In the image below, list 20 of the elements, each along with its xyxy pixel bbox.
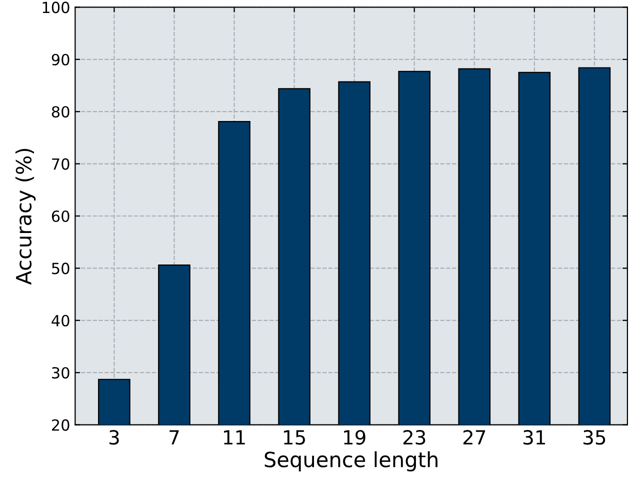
x-tick-label: 15 — [284, 430, 305, 445]
y-tick-label: 40 — [52, 314, 70, 326]
y-tick-label: 20 — [52, 419, 70, 431]
x-tick-label: 3 — [109, 430, 119, 445]
x-tick-label: 7 — [170, 430, 179, 444]
x-axis-title: Sequence length — [264, 451, 438, 472]
y-tick-label: 80 — [52, 106, 70, 118]
x-tick-label: 27 — [463, 430, 486, 444]
x-tick-label: 35 — [584, 430, 606, 445]
y-tick-label: 50 — [52, 262, 70, 274]
y-tick-label: 30 — [52, 367, 70, 379]
x-tick-label: 31 — [524, 430, 545, 445]
y-axis-title: Accuracy (%) — [15, 148, 36, 285]
y-tick-label: 60 — [52, 210, 70, 222]
y-tick-label: 70 — [52, 158, 70, 170]
x-tick-label: 23 — [403, 430, 426, 445]
x-tick-label: 11 — [224, 430, 245, 444]
x-tick-label: 19 — [344, 430, 366, 445]
y-tick-label: 90 — [52, 54, 70, 66]
y-tick-label: 100 — [42, 2, 70, 14]
